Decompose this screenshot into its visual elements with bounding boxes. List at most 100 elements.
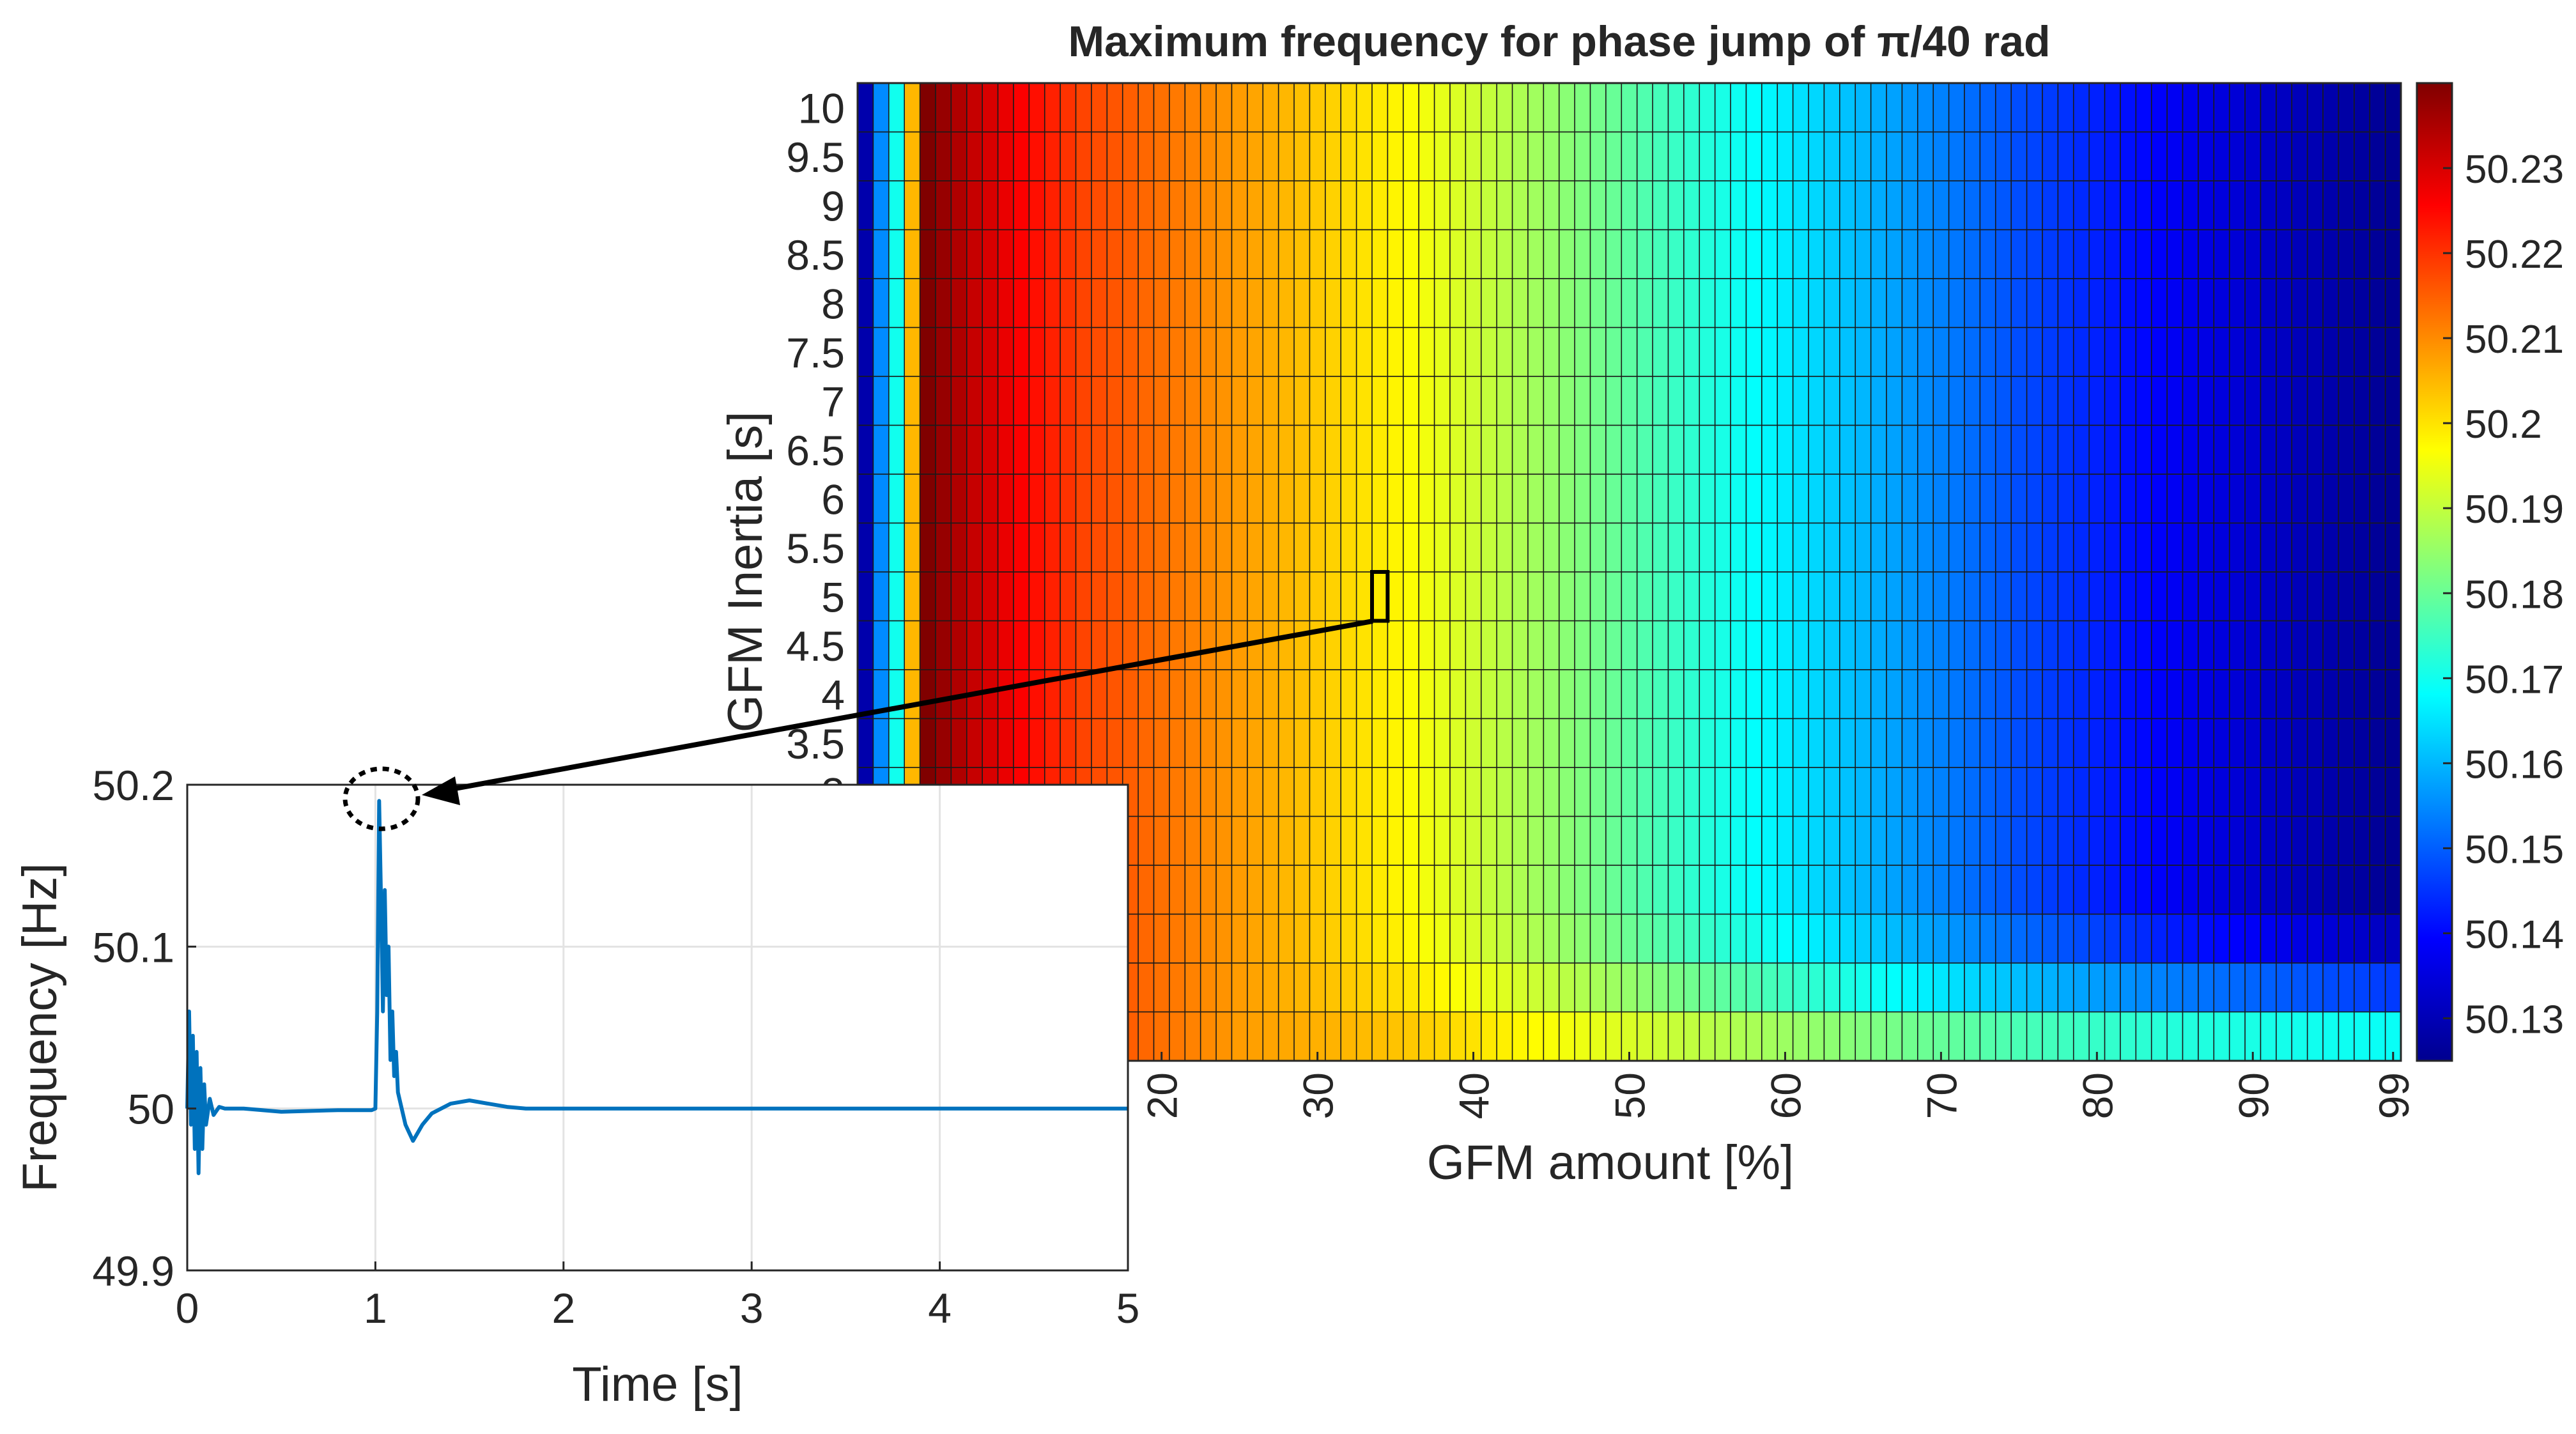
heatmap-cell [1714, 327, 1732, 377]
heatmap-cell [1199, 1011, 1217, 1061]
heatmap-cell [1184, 278, 1201, 328]
heatmap-cell [1028, 669, 1045, 720]
heatmap-cell [1855, 620, 1872, 670]
heatmap-cell [1309, 767, 1326, 817]
heatmap-cell [1433, 82, 1451, 133]
heatmap-cell [1839, 1011, 1856, 1061]
heatmap-cell [2276, 865, 2293, 915]
heatmap-cell [1994, 376, 2012, 426]
heatmap-cell [1901, 376, 1918, 426]
heatmap-cell [1979, 865, 1996, 915]
heatmap-cell [2166, 1011, 2184, 1061]
heatmap-cell [1917, 718, 1934, 768]
heatmap-cell [1325, 522, 1342, 573]
heatmap-cell [1340, 424, 1357, 475]
heatmap-cell [2088, 82, 2106, 133]
heatmap-cell [1839, 180, 1856, 231]
heatmap-cell [1621, 424, 1638, 475]
heatmap-cell [2182, 424, 2199, 475]
heatmap-cell [2306, 865, 2324, 915]
heatmap-cell [888, 327, 906, 377]
heatmap-cell [1511, 767, 1529, 817]
heatmap-y-ticks: 109.598.587.576.565.554.543.53 [786, 84, 845, 816]
heatmap-cell [1106, 718, 1123, 768]
heatmap-cell [1761, 327, 1778, 377]
heatmap-cell [1964, 522, 1981, 573]
heatmap-cell [1886, 522, 1903, 573]
heatmap-cell [1543, 82, 1560, 133]
heatmap-cell [888, 718, 906, 768]
heatmap-cell [1433, 962, 1451, 1013]
heatmap-cell [1730, 815, 1747, 866]
heatmap-cell [1792, 376, 1810, 426]
heatmap-cell [1699, 718, 1716, 768]
heatmap-cell [1605, 913, 1623, 964]
heatmap-cell [1293, 474, 1311, 524]
heatmap-cell [1699, 865, 1716, 915]
heatmap-x-label: GFM amount [%] [1427, 1136, 1794, 1190]
heatmap-cell [1355, 229, 1373, 279]
heatmap-cell [935, 424, 952, 475]
heatmap-cell [1418, 620, 1435, 670]
heatmap-cell [1558, 376, 1576, 426]
heatmap-cell [904, 424, 921, 475]
heatmap-cell [2057, 767, 2074, 817]
heatmap-cell [1402, 474, 1420, 524]
heatmap-cell [1215, 474, 1233, 524]
heatmap-cell [2369, 229, 2386, 279]
heatmap-cell [950, 376, 968, 426]
heatmap-cell [1325, 82, 1342, 133]
heatmap-cell [1823, 913, 1840, 964]
heatmap-cell [1387, 229, 1404, 279]
heatmap-cell [888, 82, 906, 133]
heatmap-cell [1433, 718, 1451, 768]
heatmap-cell [1979, 424, 1996, 475]
heatmap-cell [1169, 180, 1186, 231]
heatmap-cell [1496, 767, 1513, 817]
heatmap-cell [1792, 229, 1810, 279]
heatmap-cell [1480, 1011, 1498, 1061]
heatmap-cell [1917, 620, 1934, 670]
heatmap-cell [1808, 669, 1825, 720]
heatmap-cell [1652, 962, 1669, 1013]
heatmap-cell [1605, 767, 1623, 817]
heatmap-cell [1215, 767, 1233, 817]
heatmap-cell [1371, 571, 1389, 622]
heatmap-cell [1901, 962, 1918, 1013]
heatmap-cell [1371, 522, 1389, 573]
heatmap-cell [1527, 131, 1545, 181]
heatmap-cell [1901, 474, 1918, 524]
heatmap-cell [2182, 229, 2199, 279]
heatmap-cell [1855, 913, 1872, 964]
heatmap-cell [2042, 327, 2059, 377]
heatmap-cell [2010, 620, 2028, 670]
heatmap-cell [1683, 474, 1701, 524]
heatmap-cell [1215, 327, 1233, 377]
heatmap-cell [2338, 376, 2355, 426]
heatmap-cell [2057, 474, 2074, 524]
heatmap-cell [857, 131, 874, 181]
heatmap-cell [1699, 278, 1716, 328]
heatmap-cell [1433, 180, 1451, 231]
heatmap-cell [2260, 962, 2277, 1013]
heatmap-cell [1855, 571, 1872, 622]
heatmap-cell [2150, 913, 2168, 964]
heatmap-cell [1293, 865, 1311, 915]
heatmap-cell [1823, 376, 1840, 426]
heatmap-cell [2010, 767, 2028, 817]
heatmap-cell [1948, 620, 1965, 670]
heatmap-cell [2244, 424, 2262, 475]
heatmap-cell [2010, 376, 2028, 426]
colorbar-ticks: 50.2350.2250.2150.250.1950.1850.1750.165… [2443, 148, 2564, 1042]
heatmap-cell [1402, 327, 1420, 377]
heatmap-cell [2057, 571, 2074, 622]
heatmap-cell [2291, 571, 2308, 622]
heatmap-cell [2072, 913, 2090, 964]
heatmap-cell [1964, 913, 1981, 964]
heatmap-cell [997, 180, 1014, 231]
heatmap-cell [1371, 767, 1389, 817]
heatmap-cell [1621, 767, 1638, 817]
heatmap-cell [904, 376, 921, 426]
heatmap-cell [1823, 718, 1840, 768]
